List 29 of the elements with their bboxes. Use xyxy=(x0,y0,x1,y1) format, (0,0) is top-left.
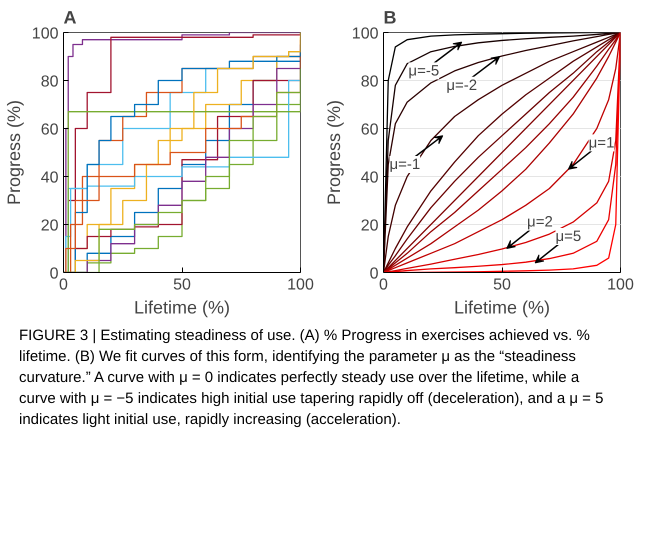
y-tick-label: 20 xyxy=(360,218,379,234)
annotation: μ=-5 xyxy=(408,62,440,80)
y-tick-label: 0 xyxy=(370,266,379,282)
y-tick-label: 100 xyxy=(352,26,379,42)
chart-title: A xyxy=(64,8,76,28)
x-axis-title: Lifetime (%) xyxy=(454,298,550,318)
annotation: μ=1 xyxy=(588,134,614,152)
y-tick-label: 80 xyxy=(360,74,379,90)
y-axis-title: Progress (%) xyxy=(324,100,344,206)
annotation: μ=2 xyxy=(527,214,553,231)
y-tick-label: 40 xyxy=(360,170,379,186)
y-axis-title: Progress (%) xyxy=(4,100,24,206)
annotation: μ=-2 xyxy=(446,76,478,94)
x-tick-label: 100 xyxy=(607,276,634,294)
annotation: μ=5 xyxy=(555,228,582,245)
y-tick-label: 60 xyxy=(40,122,59,138)
y-tick-label: 100 xyxy=(32,26,59,42)
y-tick-label: 0 xyxy=(50,266,59,282)
x-tick-label: 50 xyxy=(173,276,191,294)
annotation: μ=-1 xyxy=(389,156,420,173)
y-tick-label: 20 xyxy=(40,218,59,234)
y-tick-label: 80 xyxy=(40,74,59,90)
x-axis-title: Lifetime (%) xyxy=(134,298,230,318)
x-tick-label: 100 xyxy=(287,276,314,294)
y-tick-label: 60 xyxy=(360,122,379,138)
x-tick-label: 50 xyxy=(493,276,511,294)
chart-title: B xyxy=(384,8,396,28)
y-tick-label: 40 xyxy=(40,170,59,186)
caption: FIGURE 3 | Estimating steadiness of use. (A) % Progress in exercises achieved vs. % lifetime. (B) We fit curves of this form, identifying the parameter μ as the “steadiness curvature.” A curve with μ = 0 indicates perfectly steady use over the lifetime, while a curve with μ = −5 indicates high initial use tapering rapidly off (deceleration), and a μ = 5 indicates light initial use, rapidly increasing (acceleration). xyxy=(18,326,604,430)
